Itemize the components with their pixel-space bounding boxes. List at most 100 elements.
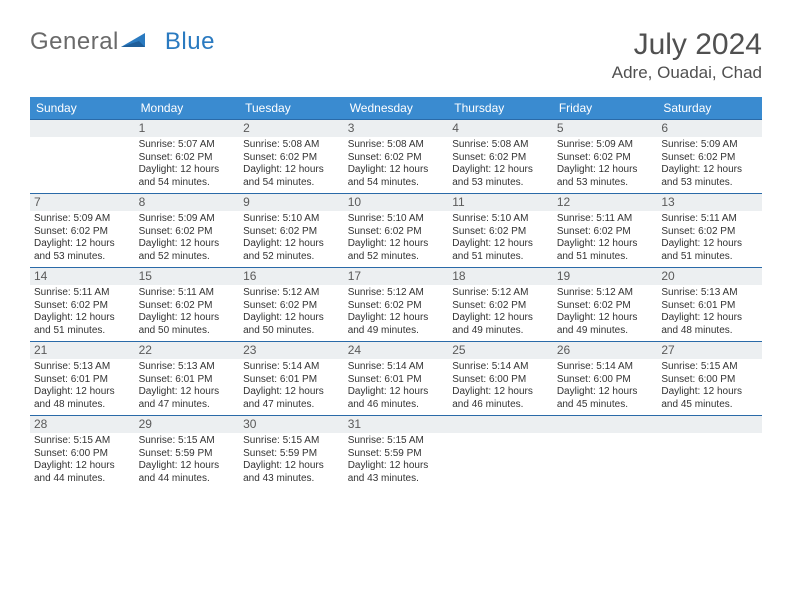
day-number: 27 [657,341,762,359]
dow-saturday: Saturday [657,97,762,119]
sunset-text: Sunset: 6:02 PM [243,226,340,239]
calendar-body: 1Sunrise: 5:07 AMSunset: 6:02 PMDaylight… [30,119,762,489]
day-number: 25 [448,341,553,359]
sunrise-text: Sunrise: 5:10 AM [243,213,340,226]
day-cell: 18Sunrise: 5:12 AMSunset: 6:02 PMDayligh… [448,267,553,341]
sunrise-text: Sunrise: 5:11 AM [34,287,131,300]
sunset-text: Sunset: 6:02 PM [557,226,654,239]
day-cell: 14Sunrise: 5:11 AMSunset: 6:02 PMDayligh… [30,267,135,341]
day-body: Sunrise: 5:12 AMSunset: 6:02 PMDaylight:… [344,285,449,341]
day-cell: 1Sunrise: 5:07 AMSunset: 6:02 PMDaylight… [135,119,240,193]
day-body: Sunrise: 5:10 AMSunset: 6:02 PMDaylight:… [239,211,344,267]
day-cell: 6Sunrise: 5:09 AMSunset: 6:02 PMDaylight… [657,119,762,193]
day-body: Sunrise: 5:08 AMSunset: 6:02 PMDaylight:… [448,137,553,193]
daylight-text: Daylight: 12 hours and 48 minutes. [34,386,131,411]
day-body: Sunrise: 5:14 AMSunset: 6:01 PMDaylight:… [344,359,449,415]
dow-row: Sunday Monday Tuesday Wednesday Thursday… [30,97,762,119]
day-cell: 27Sunrise: 5:15 AMSunset: 6:00 PMDayligh… [657,341,762,415]
day-body: Sunrise: 5:15 AMSunset: 5:59 PMDaylight:… [239,433,344,489]
day-cell: 12Sunrise: 5:11 AMSunset: 6:02 PMDayligh… [553,193,658,267]
day-body: Sunrise: 5:13 AMSunset: 6:01 PMDaylight:… [135,359,240,415]
day-number: 17 [344,267,449,285]
sunset-text: Sunset: 6:02 PM [452,226,549,239]
day-number: 3 [344,119,449,137]
day-number: 7 [30,193,135,211]
day-number: 9 [239,193,344,211]
day-body: Sunrise: 5:09 AMSunset: 6:02 PMDaylight:… [657,137,762,193]
brand-logo: General Blue [30,28,215,56]
brand-part2: Blue [165,28,215,56]
sunrise-text: Sunrise: 5:10 AM [452,213,549,226]
sunset-text: Sunset: 5:59 PM [348,448,445,461]
day-cell: 15Sunrise: 5:11 AMSunset: 6:02 PMDayligh… [135,267,240,341]
sunset-text: Sunset: 6:01 PM [139,374,236,387]
sunrise-text: Sunrise: 5:12 AM [557,287,654,300]
title-block: July 2024 Adre, Ouadai, Chad [612,28,762,83]
sunset-text: Sunset: 6:00 PM [661,374,758,387]
day-cell: 24Sunrise: 5:14 AMSunset: 6:01 PMDayligh… [344,341,449,415]
calendar-table: Sunday Monday Tuesday Wednesday Thursday… [30,97,762,489]
daylight-text: Daylight: 12 hours and 47 minutes. [139,386,236,411]
day-body: Sunrise: 5:12 AMSunset: 6:02 PMDaylight:… [448,285,553,341]
day-cell [30,119,135,193]
sunrise-text: Sunrise: 5:12 AM [348,287,445,300]
day-number: 20 [657,267,762,285]
daylight-text: Daylight: 12 hours and 54 minutes. [243,164,340,189]
calendar-page: General Blue July 2024 Adre, Ouadai, Cha… [0,0,792,489]
daylight-text: Daylight: 12 hours and 44 minutes. [34,460,131,485]
day-cell: 28Sunrise: 5:15 AMSunset: 6:00 PMDayligh… [30,415,135,489]
week-row: 14Sunrise: 5:11 AMSunset: 6:02 PMDayligh… [30,267,762,341]
sunrise-text: Sunrise: 5:08 AM [348,139,445,152]
week-row: 1Sunrise: 5:07 AMSunset: 6:02 PMDaylight… [30,119,762,193]
day-body [30,137,135,189]
day-body: Sunrise: 5:13 AMSunset: 6:01 PMDaylight:… [30,359,135,415]
daylight-text: Daylight: 12 hours and 50 minutes. [243,312,340,337]
sunrise-text: Sunrise: 5:09 AM [34,213,131,226]
sunset-text: Sunset: 6:02 PM [661,226,758,239]
day-cell [657,415,762,489]
day-cell [448,415,553,489]
day-body: Sunrise: 5:11 AMSunset: 6:02 PMDaylight:… [30,285,135,341]
day-cell: 21Sunrise: 5:13 AMSunset: 6:01 PMDayligh… [30,341,135,415]
day-body: Sunrise: 5:11 AMSunset: 6:02 PMDaylight:… [657,211,762,267]
sunrise-text: Sunrise: 5:12 AM [243,287,340,300]
day-cell: 22Sunrise: 5:13 AMSunset: 6:01 PMDayligh… [135,341,240,415]
day-number: 19 [553,267,658,285]
sunset-text: Sunset: 6:02 PM [348,300,445,313]
sunset-text: Sunset: 6:00 PM [557,374,654,387]
sunrise-text: Sunrise: 5:09 AM [557,139,654,152]
sunrise-text: Sunrise: 5:08 AM [452,139,549,152]
day-cell: 19Sunrise: 5:12 AMSunset: 6:02 PMDayligh… [553,267,658,341]
sunrise-text: Sunrise: 5:07 AM [139,139,236,152]
daylight-text: Daylight: 12 hours and 46 minutes. [452,386,549,411]
daylight-text: Daylight: 12 hours and 53 minutes. [661,164,758,189]
week-row: 21Sunrise: 5:13 AMSunset: 6:01 PMDayligh… [30,341,762,415]
daylight-text: Daylight: 12 hours and 51 minutes. [34,312,131,337]
sunset-text: Sunset: 6:01 PM [243,374,340,387]
dow-monday: Monday [135,97,240,119]
day-number: 12 [553,193,658,211]
day-cell [553,415,658,489]
sunset-text: Sunset: 6:02 PM [243,152,340,165]
daylight-text: Daylight: 12 hours and 44 minutes. [139,460,236,485]
day-cell: 11Sunrise: 5:10 AMSunset: 6:02 PMDayligh… [448,193,553,267]
day-number: 31 [344,415,449,433]
day-body: Sunrise: 5:11 AMSunset: 6:02 PMDaylight:… [553,211,658,267]
daylight-text: Daylight: 12 hours and 53 minutes. [34,238,131,263]
sunset-text: Sunset: 6:02 PM [139,226,236,239]
day-cell: 20Sunrise: 5:13 AMSunset: 6:01 PMDayligh… [657,267,762,341]
sunrise-text: Sunrise: 5:14 AM [348,361,445,374]
day-body: Sunrise: 5:09 AMSunset: 6:02 PMDaylight:… [30,211,135,267]
daylight-text: Daylight: 12 hours and 53 minutes. [557,164,654,189]
day-body: Sunrise: 5:14 AMSunset: 6:00 PMDaylight:… [448,359,553,415]
sunrise-text: Sunrise: 5:14 AM [452,361,549,374]
logo-triangle-icon [121,28,147,56]
day-cell: 13Sunrise: 5:11 AMSunset: 6:02 PMDayligh… [657,193,762,267]
day-body: Sunrise: 5:09 AMSunset: 6:02 PMDaylight:… [135,211,240,267]
day-number: 2 [239,119,344,137]
daylight-text: Daylight: 12 hours and 49 minutes. [452,312,549,337]
day-number [30,119,135,137]
day-cell: 10Sunrise: 5:10 AMSunset: 6:02 PMDayligh… [344,193,449,267]
day-cell: 9Sunrise: 5:10 AMSunset: 6:02 PMDaylight… [239,193,344,267]
day-body [448,433,553,485]
